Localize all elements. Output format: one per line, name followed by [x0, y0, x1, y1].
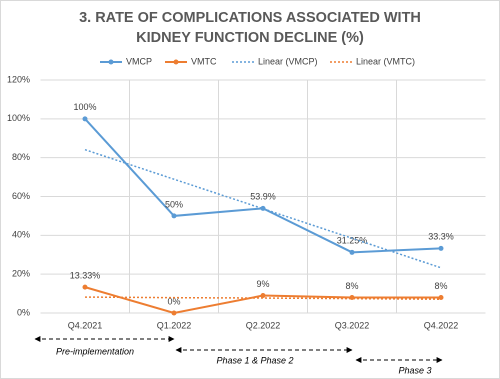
legend-label: VMCP [126, 56, 152, 66]
x-tick-label: Q2.2022 [246, 320, 281, 330]
phase-annotation: Pre-implementation [56, 346, 134, 356]
data-point [171, 213, 177, 219]
data-label: 0% [167, 296, 180, 306]
legend-label: Linear (VMTC) [356, 56, 415, 66]
data-label: 33.3% [428, 232, 454, 242]
y-tick-label: 60% [12, 191, 30, 201]
legend-marker [173, 59, 179, 65]
data-label: 13.33% [70, 270, 101, 280]
trend-line [84, 148, 442, 269]
phase-annotation: Phase 3 [398, 365, 431, 375]
data-point [438, 294, 444, 300]
y-tick-label: 0% [17, 307, 30, 317]
data-point [438, 245, 444, 251]
data-label: 9% [256, 279, 269, 289]
legend-label: Linear (VMCP) [258, 56, 318, 66]
legend-marker [108, 59, 114, 65]
data-label: 50% [165, 199, 183, 209]
y-tick-label: 80% [12, 152, 30, 162]
data-point [260, 293, 266, 299]
x-tick-label: Q4.2021 [68, 320, 103, 330]
data-label: 31.25% [337, 236, 368, 246]
trend-line [84, 296, 442, 300]
data-point [82, 284, 88, 290]
data-label: 53.9% [250, 192, 276, 202]
x-tick-label: Q1.2022 [157, 320, 192, 330]
phase-annotation: Phase 1 & Phase 2 [216, 355, 293, 365]
data-label: 8% [345, 281, 358, 291]
legend-label: VMTC [191, 56, 217, 66]
chart-title: 3. RATE OF COMPLICATIONS ASSOCIATED WITH… [79, 10, 421, 46]
y-tick-label: 120% [7, 74, 30, 84]
data-point [171, 310, 177, 316]
data-point [82, 116, 88, 122]
x-tick-label: Q3.2022 [335, 320, 370, 330]
data-point [349, 249, 355, 255]
x-tick-label: Q4.2022 [424, 320, 459, 330]
data-label: 8% [434, 281, 447, 291]
series-line [84, 286, 441, 315]
data-label: 100% [73, 102, 96, 112]
y-tick-label: 20% [12, 269, 30, 279]
y-tick-label: 40% [12, 230, 30, 240]
series-line [84, 118, 442, 254]
y-tick-label: 100% [7, 113, 30, 123]
